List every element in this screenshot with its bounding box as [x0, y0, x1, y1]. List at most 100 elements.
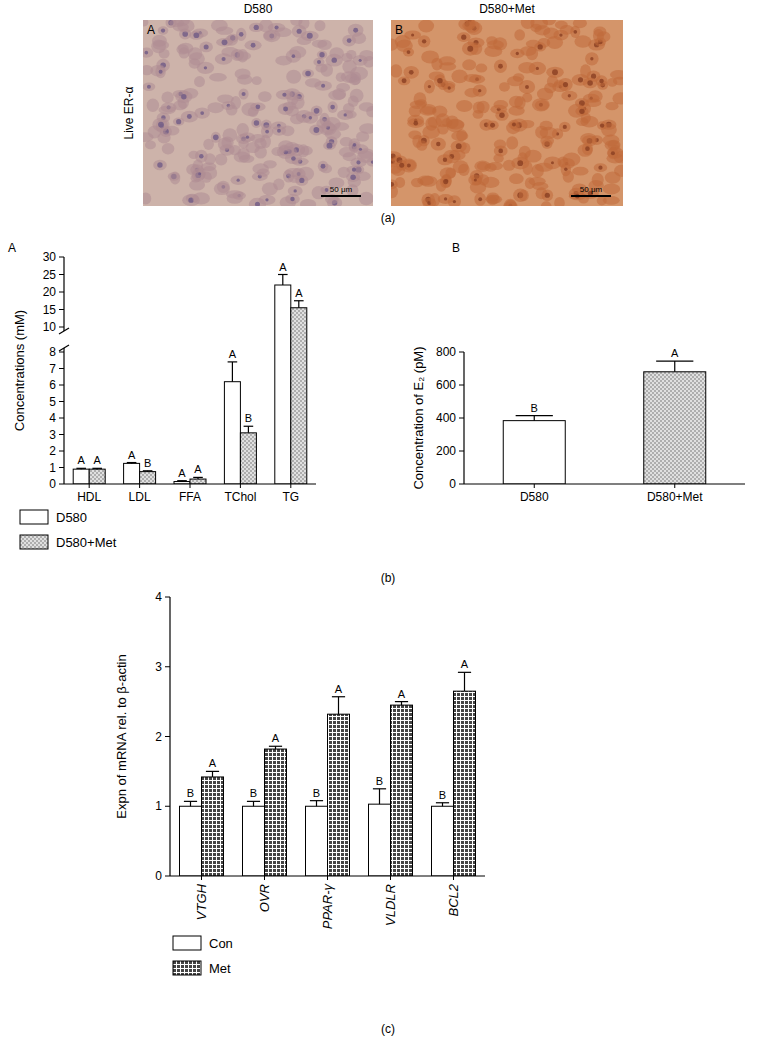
legend-swatch — [20, 510, 48, 524]
y-tick-label: 400 — [436, 411, 456, 425]
tissue-cell — [189, 59, 201, 69]
image-title: D580+Met — [479, 2, 535, 16]
tissue-nucleus — [478, 89, 481, 92]
bar — [644, 372, 706, 484]
tissue-cell — [254, 146, 266, 159]
tissue-cell — [530, 20, 548, 30]
tissue-cell — [464, 74, 482, 82]
micrograph-background — [143, 20, 373, 206]
tissue-cell — [535, 100, 549, 110]
legend-swatch — [173, 961, 201, 975]
panel-label: (b) — [381, 571, 396, 585]
tissue-nucleus — [474, 178, 477, 181]
axis-break — [59, 328, 69, 334]
tissue-nucleus — [292, 54, 296, 58]
tissue-cell — [511, 157, 529, 170]
tissue-cell — [606, 102, 619, 110]
tissue-nucleus — [525, 85, 529, 89]
x-tick — [453, 876, 454, 880]
tissue-cell — [542, 189, 554, 201]
tissue-cell — [312, 40, 327, 48]
y-tick — [59, 484, 64, 485]
significance-letter: A — [229, 348, 237, 360]
tissue-nucleus — [461, 35, 466, 40]
bar — [190, 479, 206, 484]
tissue-cell — [519, 189, 529, 201]
significance-letter: A — [194, 463, 202, 475]
tissue-nucleus — [499, 113, 505, 119]
tissue-cell — [194, 76, 205, 87]
significance-letter: A — [272, 732, 280, 744]
tissue-cell — [458, 164, 469, 176]
tissue-cell — [227, 193, 243, 203]
tissue-cell — [474, 193, 486, 206]
tissue-nucleus — [448, 86, 451, 89]
tissue-cell — [487, 162, 503, 170]
y-tick-label: 25 — [43, 268, 57, 282]
error-bar — [184, 801, 197, 806]
tissue-cell — [462, 22, 475, 30]
x-tick-label: TChol — [224, 490, 256, 504]
tissue-cell — [257, 168, 270, 176]
tissue-cell — [576, 118, 589, 127]
tissue-nucleus — [538, 44, 543, 49]
scale-bar-label: 50 μm — [580, 185, 603, 194]
tissue-cell — [596, 75, 608, 86]
y-tick — [459, 418, 464, 419]
error-bar — [516, 416, 553, 421]
y-tick-label: 1 — [49, 461, 56, 475]
tissue-nucleus — [573, 30, 577, 34]
legend-label: D580+Met — [56, 535, 117, 550]
legend-label: Met — [209, 961, 231, 976]
y-tick-label: 20 — [43, 285, 57, 299]
tissue-cell — [233, 52, 251, 61]
tissue-nucleus — [402, 78, 407, 83]
plot-area — [503, 361, 706, 484]
x-tick — [390, 876, 391, 880]
y-tick — [459, 385, 464, 386]
tissue-cell — [312, 186, 326, 199]
error-bar — [436, 803, 449, 806]
y-tick-label: 7 — [49, 362, 56, 376]
tissue-cell — [315, 64, 327, 73]
tissue-cell — [473, 85, 487, 97]
tissue-nucleus — [309, 116, 312, 119]
tissue-cell — [443, 83, 455, 93]
tissue-nucleus — [255, 202, 260, 206]
tissue-cell — [328, 101, 338, 113]
tissue-cell — [570, 26, 580, 38]
tissue-cell — [424, 80, 435, 94]
tissue-cell — [231, 175, 246, 185]
tissue-nucleus — [283, 107, 288, 112]
row-label: Live ER-α — [122, 86, 136, 139]
x-tick — [327, 876, 328, 880]
tissue-cell — [295, 175, 308, 186]
tissue-nucleus — [294, 189, 297, 192]
tissue-cell — [493, 100, 508, 109]
tissue-nucleus — [590, 57, 593, 60]
y-tick-label: 600 — [436, 378, 456, 392]
y-tick-label: 0 — [49, 477, 56, 491]
tissue-cell — [416, 140, 427, 151]
tissue-cell — [316, 118, 331, 128]
axis-break — [59, 345, 69, 351]
tissue-cell — [239, 88, 249, 99]
y-tick-label: 800 — [436, 345, 456, 359]
bar — [291, 308, 307, 484]
tissue-cell — [477, 101, 490, 114]
tissue-nucleus — [319, 52, 324, 57]
error-bar — [269, 746, 282, 749]
legend-label: Con — [209, 936, 233, 951]
y-axis — [63, 257, 64, 331]
tissue-nucleus — [517, 160, 523, 166]
tissue-nucleus — [299, 178, 304, 183]
plot-area — [73, 275, 307, 485]
tissue-cell — [175, 91, 192, 103]
tissue-cell — [541, 201, 552, 206]
bar — [73, 469, 89, 484]
tissue-nucleus — [409, 70, 414, 75]
y-tick — [59, 451, 64, 452]
tissue-cell — [580, 133, 597, 144]
tissue-cell — [583, 78, 598, 89]
y-tick — [59, 418, 64, 419]
